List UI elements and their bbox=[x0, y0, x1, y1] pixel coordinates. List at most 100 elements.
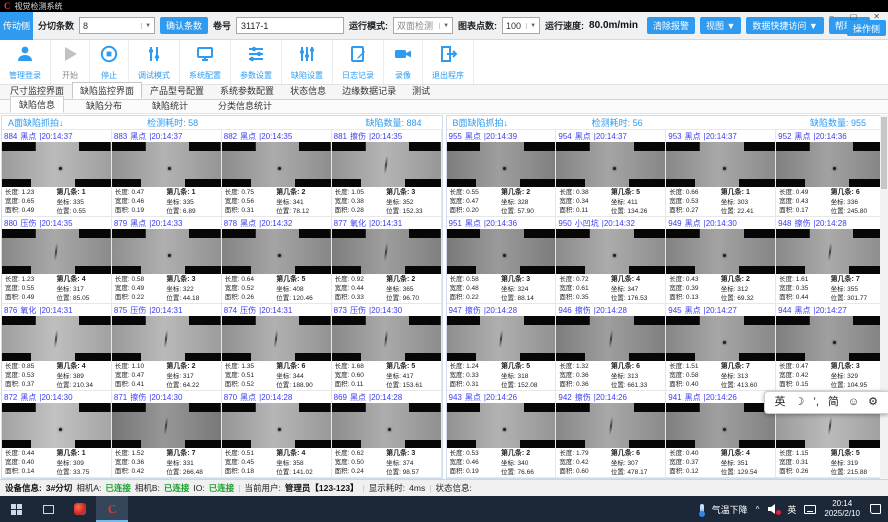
defect-image[interactable] bbox=[111, 142, 221, 187]
view-menu-button[interactable]: 视图 ▼ bbox=[699, 17, 742, 34]
login-button[interactable]: 管理登录 bbox=[0, 40, 51, 84]
defect-image[interactable] bbox=[556, 229, 666, 274]
defect-cell[interactable]: 951 黑点 |20:14:36 长度: 0.58 宽度: 0.48 面积: 0… bbox=[446, 217, 557, 304]
defect-cell[interactable]: 878 黑点 |20:14:32 长度: 0.64 宽度: 0.52 面积: 0… bbox=[221, 217, 332, 304]
defect-cell[interactable]: 953 黑点 |20:14:37 长度: 0.66 宽度: 0.53 面积: 0… bbox=[666, 130, 777, 217]
defect-settings-button[interactable]: 缺陷设置 bbox=[282, 40, 333, 84]
param-settings-button[interactable]: 参数设置 bbox=[231, 40, 282, 84]
defect-image[interactable] bbox=[446, 316, 556, 361]
defect-cell[interactable]: 949 黑点 |20:14:30 长度: 0.43 宽度: 0.39 面积: 0… bbox=[666, 217, 777, 304]
defect-cell[interactable]: 872 黑点 |20:14:30 长度: 0.44 宽度: 0.40 面积: 0… bbox=[2, 391, 112, 478]
subtab-defect-info[interactable]: 缺陷信息 bbox=[10, 96, 65, 113]
tab-status-info[interactable]: 状态信息 bbox=[290, 86, 327, 96]
operator-side-button[interactable]: 操作侧 bbox=[846, 20, 886, 36]
defect-cell[interactable]: 942 擦伤 |20:14:26 长度: 1.79 宽度: 0.42 面积: 0… bbox=[556, 391, 667, 478]
ime-language-indicator[interactable]: 英 bbox=[787, 504, 797, 515]
ime-simplified-toggle[interactable]: 简 bbox=[827, 396, 839, 408]
tray-expand-icon[interactable]: ^ bbox=[755, 504, 760, 514]
defect-image[interactable] bbox=[556, 316, 666, 361]
panel-b-title[interactable]: B面缺陷抓拍↓ bbox=[452, 118, 509, 128]
defect-cell[interactable]: 875 压伤 |20:14:31 长度: 1.10 宽度: 0.47 面积: 0… bbox=[111, 304, 222, 391]
defect-image[interactable] bbox=[2, 403, 111, 448]
active-app-button[interactable]: C bbox=[96, 496, 128, 522]
defect-image[interactable] bbox=[2, 229, 111, 274]
run-mode-select[interactable]: 双面检测 ▼ bbox=[393, 17, 454, 34]
record-video-button[interactable]: 录像 bbox=[384, 40, 423, 84]
defect-cell[interactable]: 943 黑点 |20:14:26 长度: 0.53 宽度: 0.46 面积: 0… bbox=[446, 391, 557, 478]
defect-cell[interactable]: 869 黑点 |20:14:28 长度: 0.62 宽度: 0.50 面积: 0… bbox=[331, 391, 442, 478]
thermometer-icon[interactable] bbox=[698, 503, 705, 517]
tab-defect-monitor[interactable]: 缺陷监控界面 bbox=[72, 82, 143, 99]
punctuation-toggle[interactable]: ’, bbox=[813, 396, 819, 408]
defect-image[interactable] bbox=[666, 403, 776, 448]
tab-system-param-config[interactable]: 系统参数配置 bbox=[220, 86, 275, 96]
start-button[interactable] bbox=[0, 496, 32, 522]
log-record-button[interactable]: 日志记录 bbox=[333, 40, 384, 84]
chart-points-select[interactable]: 100 ▼ bbox=[502, 17, 541, 34]
defect-cell[interactable]: 952 黑点 |20:14:36 长度: 0.49 宽度: 0.43 面积: 0… bbox=[776, 130, 886, 217]
defect-image[interactable] bbox=[446, 142, 556, 187]
defect-image[interactable] bbox=[221, 142, 331, 187]
confirm-count-button[interactable]: 确认条数 bbox=[160, 17, 209, 34]
weather-text[interactable]: 气温下降 bbox=[711, 504, 748, 515]
clock[interactable]: 20:14 2025/2/10 bbox=[824, 499, 860, 519]
defect-cell[interactable]: 944 黑点 |20:14:27 长度: 0.47 宽度: 0.42 面积: 0… bbox=[776, 304, 886, 391]
touch-keyboard-icon[interactable] bbox=[804, 504, 817, 514]
defect-cell[interactable]: 950 小凹坑 |20:14:32 长度: 0.72 宽度: 0.61 面积: … bbox=[556, 217, 667, 304]
defect-image[interactable] bbox=[2, 142, 111, 187]
defect-image[interactable] bbox=[556, 142, 666, 187]
defect-cell[interactable]: 945 黑点 |20:14:27 长度: 1.51 宽度: 0.58 面积: 0… bbox=[666, 304, 777, 391]
defect-cell[interactable]: 877 氧化 |20:14:31 长度: 0.92 宽度: 0.44 面积: 0… bbox=[331, 217, 442, 304]
defect-cell[interactable]: 871 擦伤 |20:14:30 长度: 1.52 宽度: 0.36 面积: 0… bbox=[111, 391, 222, 478]
data-quick-access-button[interactable]: 数据快捷访问 ▼ bbox=[746, 17, 824, 34]
defect-image[interactable] bbox=[331, 229, 441, 274]
defect-image[interactable] bbox=[446, 229, 556, 274]
defect-image[interactable] bbox=[666, 316, 776, 361]
tab-edge-data-record[interactable]: 边缘数据记录 bbox=[342, 86, 397, 96]
scrollbar-thumb[interactable] bbox=[881, 117, 887, 189]
defect-image[interactable] bbox=[556, 403, 666, 448]
tab-product-model-config[interactable]: 产品型号配置 bbox=[150, 86, 205, 96]
defect-cell[interactable]: 879 黑点 |20:14:33 长度: 0.58 宽度: 0.49 面积: 0… bbox=[111, 217, 222, 304]
defect-image[interactable] bbox=[666, 142, 776, 187]
subtab-defect-distribution[interactable]: 缺陷分布 bbox=[86, 101, 123, 111]
defect-image[interactable] bbox=[111, 316, 221, 361]
start-button[interactable]: 开始 bbox=[51, 40, 90, 84]
defect-cell[interactable]: 876 氧化 |20:14:31 长度: 0.85 宽度: 0.53 面积: 0… bbox=[2, 304, 112, 391]
defect-cell[interactable]: 941 黑点 |20:14:26 长度: 0.40 宽度: 0.37 面积: 0… bbox=[666, 391, 777, 478]
defect-cell[interactable]: 948 擦伤 |20:14:28 长度: 1.61 宽度: 0.35 面积: 0… bbox=[776, 217, 886, 304]
tab-test[interactable]: 测试 bbox=[412, 86, 431, 96]
defect-image[interactable] bbox=[666, 229, 776, 274]
defect-image[interactable] bbox=[776, 229, 885, 274]
speaker-icon[interactable] bbox=[767, 504, 782, 515]
action-center-icon[interactable] bbox=[870, 504, 881, 514]
defect-image[interactable] bbox=[446, 403, 556, 448]
defect-cell[interactable]: 947 擦伤 |20:14:28 长度: 1.24 宽度: 0.33 面积: 0… bbox=[446, 304, 557, 391]
gear-icon[interactable]: ⚙ bbox=[868, 396, 878, 408]
system-config-button[interactable]: 系统配置 bbox=[180, 40, 231, 84]
defect-cell[interactable]: 954 黑点 |20:14:37 长度: 0.38 宽度: 0.34 面积: 0… bbox=[556, 130, 667, 217]
moon-icon[interactable]: ☽ bbox=[794, 396, 805, 408]
defect-image[interactable] bbox=[331, 403, 441, 448]
defect-cell[interactable]: 881 擦伤 |20:14:35 长度: 1.05 宽度: 0.38 面积: 0… bbox=[331, 130, 442, 217]
defect-image[interactable] bbox=[331, 316, 441, 361]
defect-image[interactable] bbox=[776, 142, 885, 187]
defect-image[interactable] bbox=[221, 229, 331, 274]
defect-cell[interactable]: 882 黑点 |20:14:35 长度: 0.75 宽度: 0.56 面积: 0… bbox=[221, 130, 332, 217]
subtab-class-info-statistics[interactable]: 分类信息统计 bbox=[218, 101, 273, 111]
drive-side-button[interactable]: 传动侧 bbox=[0, 11, 33, 40]
stop-button[interactable]: 停止 bbox=[90, 40, 129, 84]
slit-count-select[interactable]: 8 ▼ bbox=[79, 17, 156, 34]
defect-image[interactable] bbox=[111, 229, 221, 274]
defect-cell[interactable]: 873 压伤 |20:14:30 长度: 1.68 宽度: 0.60 面积: 0… bbox=[331, 304, 442, 391]
roll-number-input[interactable]: 3117-1 bbox=[236, 17, 345, 34]
defect-cell[interactable]: 870 黑点 |20:14:28 长度: 0.51 宽度: 0.45 面积: 0… bbox=[221, 391, 332, 478]
panel-a-title[interactable]: A面缺陷抓拍↓ bbox=[8, 118, 64, 128]
defect-image[interactable] bbox=[776, 316, 885, 361]
defect-image[interactable] bbox=[221, 403, 331, 448]
defect-cell[interactable]: 946 擦伤 |20:14:28 长度: 1.32 宽度: 0.36 面积: 0… bbox=[556, 304, 667, 391]
defect-cell[interactable]: 883 黑点 |20:14:37 长度: 0.47 宽度: 0.46 面积: 0… bbox=[111, 130, 222, 217]
vertical-scrollbar[interactable] bbox=[880, 115, 888, 479]
subtab-defect-statistics[interactable]: 缺陷统计 bbox=[152, 101, 189, 111]
defect-cell[interactable]: 874 压伤 |20:14:31 长度: 1.35 宽度: 0.51 面积: 0… bbox=[221, 304, 332, 391]
